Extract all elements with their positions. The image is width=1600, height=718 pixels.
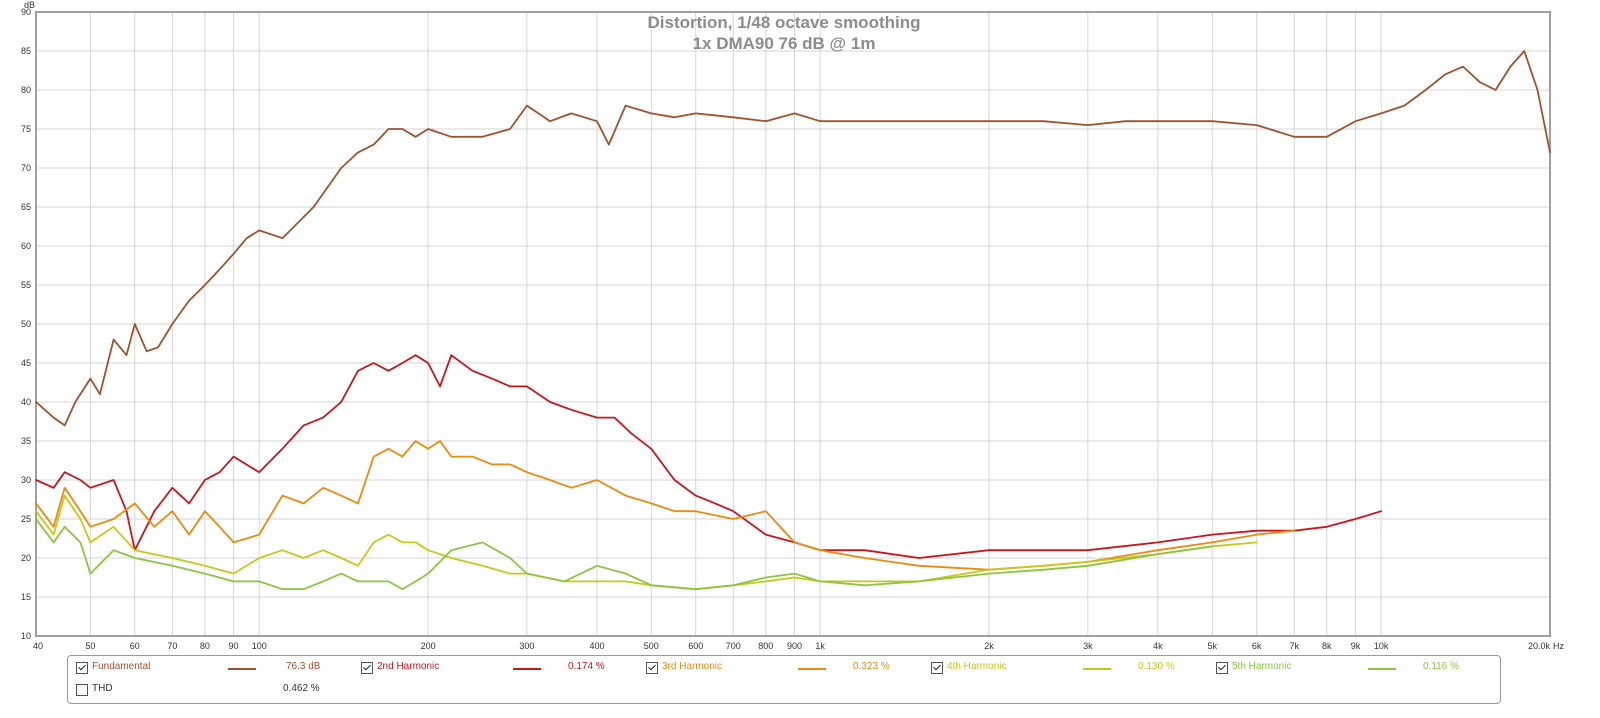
y-axis-unit: dB: [24, 0, 35, 10]
4th-harmonic-swatch: [1083, 668, 1111, 670]
legend-panel: Fundamental 76.3 dB 2nd Harmonic 0.174 %…: [67, 655, 1501, 704]
y-tick-label: 65: [21, 202, 31, 212]
x-tick-label: 3k: [1083, 641, 1093, 650]
4th-harmonic-checkbox[interactable]: [931, 662, 943, 674]
x-tick-label: 1k: [815, 641, 825, 650]
5th-harmonic-value: 0.116 %: [1423, 661, 1459, 672]
chart-subtitle: 1x DMA90 76 dB @ 1m: [693, 34, 876, 53]
4th-harmonic-value: 0.130 %: [1138, 661, 1175, 672]
x-tick-label: 8k: [1322, 641, 1332, 650]
distortion-chart: 10 15 20 25 30 35 40 45 50 55 60 65 70 75 80 85 90 40 50 6…: [21, 0, 1565, 650]
x-tick-label: 500: [644, 641, 659, 650]
y-tick-label: 50: [21, 319, 31, 329]
x-tick-label: 7k: [1289, 641, 1299, 650]
x-tick-label: 200: [421, 641, 436, 650]
x-tick-label: 400: [589, 641, 604, 650]
x-tick-label: 4k: [1153, 641, 1163, 650]
y-tick-label: 85: [21, 46, 31, 56]
series-line-fundamental: [35, 50, 1551, 427]
y-tick-label: 75: [21, 124, 31, 134]
x-tick-label: 900: [787, 641, 802, 650]
x-tick-label: 2k: [984, 641, 994, 650]
chart-title: Distortion, 1/48 octave smoothing: [648, 13, 921, 32]
5th-harmonic-label: 5th Harmonic: [1232, 661, 1292, 672]
x-tick-label: 20.0k: [1528, 641, 1551, 650]
x-tick-label: 50: [85, 641, 95, 650]
y-tick-label: 45: [21, 358, 31, 368]
5th-harmonic-checkbox[interactable]: [1216, 662, 1228, 674]
thd-value: 0.462 %: [283, 683, 320, 694]
2nd-harmonic-checkbox[interactable]: [361, 662, 373, 674]
x-tick-label: 9k: [1351, 641, 1361, 650]
series-line-2nd-harmonic: [35, 354, 1382, 559]
x-tick-label: 600: [688, 641, 703, 650]
y-tick-label: 10: [21, 631, 31, 641]
x-tick-label: 90: [229, 641, 239, 650]
3rd-harmonic-swatch: [798, 668, 826, 670]
thd-label: THD: [92, 683, 113, 694]
y-tick-label: 15: [21, 592, 31, 602]
3rd-harmonic-value: 0.323 %: [853, 661, 890, 672]
series-line-5th-harmonic: [35, 518, 1214, 591]
y-tick-label: 25: [21, 514, 31, 524]
x-tick-label: 5k: [1208, 641, 1218, 650]
3rd-harmonic-checkbox[interactable]: [646, 662, 658, 674]
x-gridlines: [35, 12, 1551, 636]
4th-harmonic-label: 4th Harmonic: [947, 661, 1007, 672]
2nd-harmonic-swatch: [513, 668, 541, 670]
x-tick-label: 10k: [1374, 641, 1389, 650]
3rd-harmonic-label: 3rd Harmonic: [662, 661, 723, 672]
y-tick-label: 20: [21, 553, 31, 563]
2nd-harmonic-value: 0.174 %: [568, 661, 605, 672]
fundamental-checkbox[interactable]: [76, 662, 88, 674]
y-tick-label: 35: [21, 436, 31, 446]
fundamental-value: 76.3 dB: [286, 661, 321, 672]
series-line-3rd-harmonic: [35, 440, 1296, 571]
x-tick-label: 300: [519, 641, 534, 650]
x-tick-label: 80: [200, 641, 210, 650]
x-axis-tick-labels: 40 50 60 70 80 90 100 200 300 400 500 600 700 800 900 1…: [33, 641, 1565, 650]
y-tick-label: 55: [21, 280, 31, 290]
x-tick-label: 60: [130, 641, 140, 650]
2nd-harmonic-label: 2nd Harmonic: [377, 661, 440, 672]
thd-checkbox[interactable]: [76, 684, 88, 696]
fundamental-label: Fundamental: [92, 661, 151, 672]
x-tick-label: 700: [726, 641, 741, 650]
plot-frame: [35, 11, 1551, 637]
y-tick-label: 40: [21, 397, 31, 407]
series-line-4th-harmonic: [35, 494, 1258, 591]
y-tick-label: 90: [21, 7, 31, 17]
x-tick-label: 40: [33, 641, 43, 650]
series-lines: [35, 50, 1551, 591]
y-tick-label: 30: [21, 475, 31, 485]
5th-harmonic-swatch: [1368, 668, 1396, 670]
x-tick-label: 6k: [1252, 641, 1262, 650]
y-tick-label: 80: [21, 85, 31, 95]
y-gridlines: [36, 11, 1550, 637]
x-tick-label: 100: [252, 641, 267, 650]
x-tick-label: 800: [758, 641, 773, 650]
y-axis-tick-labels: 10 15 20 25 30 35 40 45 50 55 60 65 70 75 80 85 90: [21, 7, 31, 641]
x-axis-unit: Hz: [1553, 641, 1564, 650]
y-tick-label: 60: [21, 241, 31, 251]
fundamental-swatch: [228, 668, 256, 670]
y-tick-label: 70: [21, 163, 31, 173]
x-tick-label: 70: [167, 641, 177, 650]
